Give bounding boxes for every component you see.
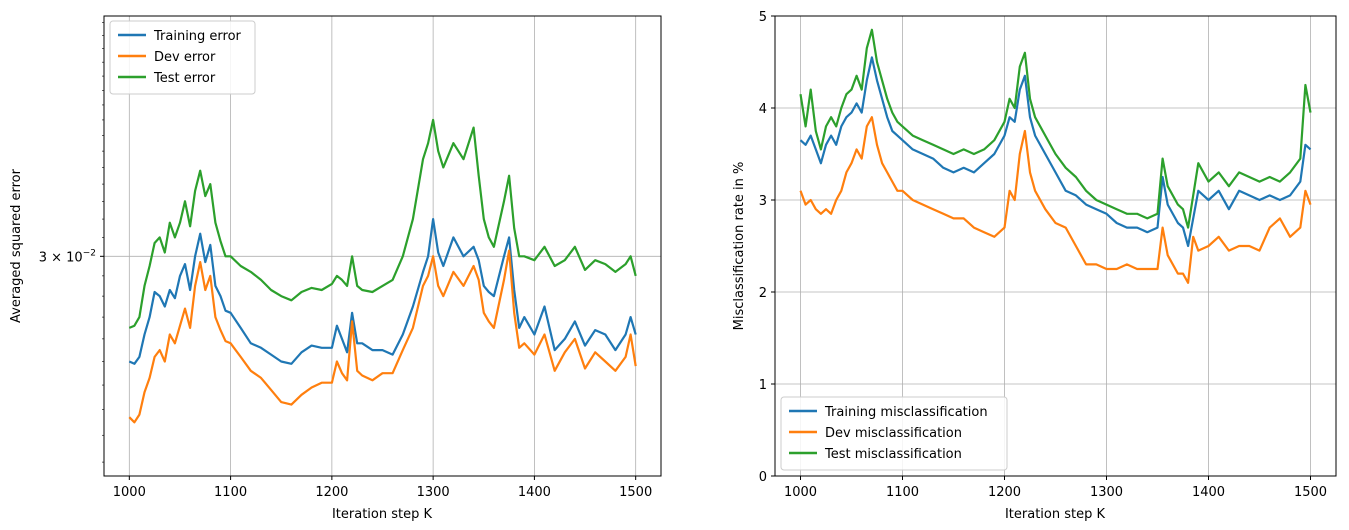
y-tick-label: 0 bbox=[759, 470, 767, 485]
legend-box bbox=[109, 20, 256, 95]
x-tick-label: 1000 bbox=[784, 485, 817, 500]
series-lines-left bbox=[128, 118, 637, 424]
x-tick-label: 1500 bbox=[619, 485, 652, 500]
y-axis-label-left: Averaged squared error bbox=[9, 168, 24, 323]
legend-label: Test error bbox=[153, 71, 216, 86]
x-tick-label: 1500 bbox=[1294, 485, 1327, 500]
x-tick-label: 1400 bbox=[1192, 485, 1225, 500]
y-ticks-left: 3 × 10−2 bbox=[39, 22, 104, 463]
x-tick-label: 1100 bbox=[886, 485, 919, 500]
legend-label: Test misclassification bbox=[824, 447, 962, 462]
series-line-dev-error bbox=[128, 249, 637, 424]
series-line-training-misclassification bbox=[799, 56, 1312, 248]
x-tick-label: 1200 bbox=[988, 485, 1021, 500]
legend-label: Dev error bbox=[154, 50, 216, 65]
series-line-test-misclassification bbox=[799, 28, 1312, 229]
y-tick-label: 3 × 10−2 bbox=[39, 248, 96, 265]
y-tick-label: 1 bbox=[759, 378, 767, 393]
legend-label: Dev misclassification bbox=[825, 426, 962, 441]
legend-box bbox=[780, 396, 1008, 471]
legend-label: Training misclassification bbox=[824, 405, 988, 420]
x-tick-label: 1000 bbox=[113, 485, 146, 500]
y-tick-label: 5 bbox=[759, 10, 767, 25]
plot-frame-left bbox=[103, 15, 662, 477]
legend-right: Training misclassification Dev misclassif… bbox=[780, 396, 1008, 471]
y-tick-label: 2 bbox=[759, 286, 767, 301]
x-tick-label: 1300 bbox=[1090, 485, 1123, 500]
series-line-dev-misclassification bbox=[799, 116, 1312, 284]
x-tick-label: 1300 bbox=[417, 485, 450, 500]
x-axis-label-right: Iteration step K bbox=[1005, 507, 1106, 522]
x-tick-label: 1100 bbox=[214, 485, 247, 500]
series-line-test-error bbox=[128, 118, 637, 329]
plot-frame-right bbox=[774, 15, 1337, 477]
chart-left: 1000 1100 1200 1300 1400 1500 3 × 10−2 Iterat… bbox=[9, 15, 662, 522]
chart-right: 1000 1100 1200 1300 1400 1500 0 1 2 3 4 5 Iteratio… bbox=[732, 10, 1337, 522]
y-ticks-right: 0 1 2 3 4 5 bbox=[759, 10, 775, 485]
x-ticks-left: 1000 1100 1200 1300 1400 1500 bbox=[113, 476, 652, 500]
x-tick-label: 1400 bbox=[518, 485, 551, 500]
series-lines-right bbox=[799, 28, 1312, 284]
y-tick-label: 4 bbox=[759, 102, 767, 117]
series-line-training-error bbox=[128, 218, 637, 365]
legend-left: Training error Dev error Test error bbox=[109, 20, 256, 95]
x-axis-label-left: Iteration step K bbox=[332, 507, 433, 522]
y-axis-label-right: Misclassification rate in % bbox=[732, 162, 747, 331]
y-tick-label: 3 bbox=[759, 194, 767, 209]
legend-label: Training error bbox=[153, 29, 242, 44]
x-ticks-right: 1000 1100 1200 1300 1400 1500 bbox=[784, 476, 1327, 500]
x-tick-label: 1200 bbox=[315, 485, 348, 500]
